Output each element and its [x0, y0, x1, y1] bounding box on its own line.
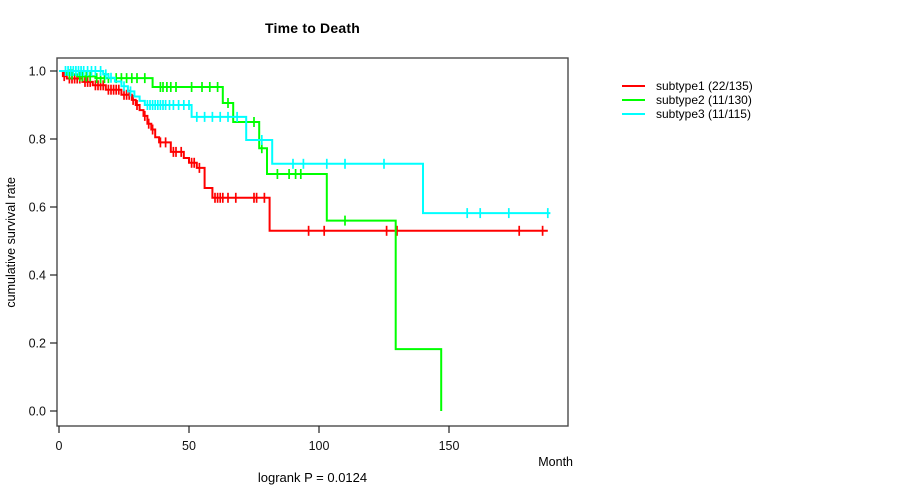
censor-ticks-3	[64, 66, 549, 219]
legend-label: subtype2 (11/130)	[656, 93, 752, 107]
legend-line-swatch	[622, 99, 645, 101]
x-tick-label: 150	[439, 439, 460, 453]
y-tick-label: 0.6	[29, 201, 46, 215]
legend-item-1: subtype1 (22/135)	[622, 79, 753, 93]
chart-title: Time to Death	[265, 20, 360, 36]
y-axis-title-text: cumulative survival rate	[4, 176, 18, 308]
y-axis-title: cumulative survival rate	[0, 58, 22, 426]
series-1	[59, 70, 548, 236]
y-tick-label: 0.0	[29, 405, 46, 419]
series-3	[59, 66, 551, 219]
legend-line-swatch	[622, 85, 645, 87]
y-tick-label: 0.8	[29, 133, 46, 147]
legend-item-2: subtype2 (11/130)	[622, 93, 753, 107]
legend-item-3: subtype3 (11/115)	[622, 107, 753, 121]
x-axis-title: Month	[538, 455, 573, 469]
x-tick-label: 100	[309, 439, 330, 453]
series-2	[59, 69, 443, 411]
y-tick-label: 1.0	[29, 65, 46, 79]
series-path-2	[59, 70, 443, 411]
x-tick-label: 50	[182, 439, 196, 453]
plot-box	[56, 57, 569, 427]
series-path-1	[59, 70, 548, 232]
legend-label: subtype1 (22/135)	[656, 79, 753, 93]
y-tick-label: 0.2	[29, 337, 46, 351]
logrank-annotation: logrank P = 0.0124	[257, 470, 368, 485]
legend-line-swatch	[622, 113, 645, 115]
y-tick-label: 0.4	[29, 269, 46, 283]
legend: subtype1 (22/135) subtype2 (11/130) subtyp…	[622, 79, 753, 121]
series-path-3	[59, 70, 551, 215]
legend-label: subtype3 (11/115)	[656, 107, 751, 121]
x-tick-label: 0	[56, 439, 63, 453]
